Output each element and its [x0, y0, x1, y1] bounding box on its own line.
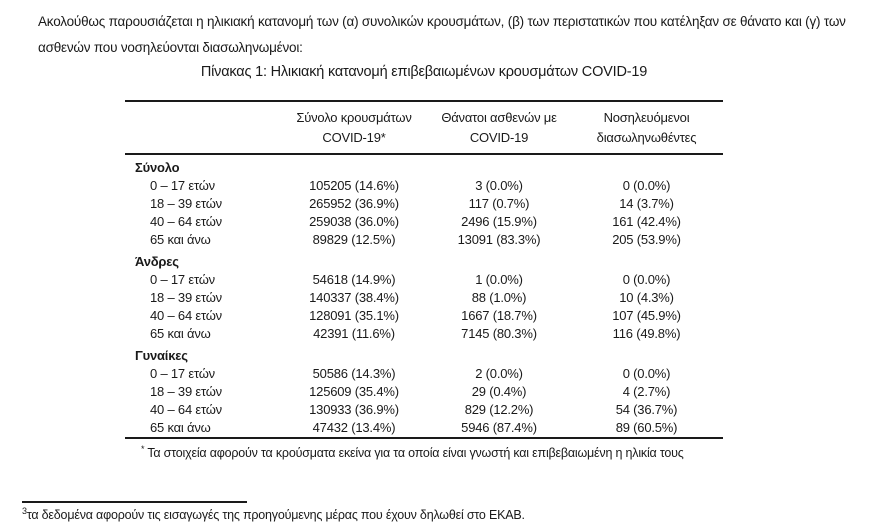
- header-total-cases-line2: COVID-19*: [322, 130, 386, 145]
- group-label: Σύνολο: [135, 160, 180, 175]
- table-row: 0 – 17 ετών 54618 (14.9%) 1 (0.0%) 0 (0.…: [125, 271, 723, 289]
- deaths-value: 829 (12.2%): [464, 402, 534, 417]
- table-title: Πίνακας 1: Ηλικιακή κατανομή επιβεβαιωμέ…: [200, 64, 648, 80]
- table-row: 65 και άνω 42391 (11.6%) 7145 (80.3%) 11…: [125, 325, 723, 343]
- age-label: 40 – 64 ετών: [150, 214, 222, 229]
- header-deaths: Θάνατοι ασθενών με COVID-19: [428, 101, 570, 155]
- intro-paragraph: Ακολούθως παρουσιάζεται η ηλικιακή καταν…: [38, 14, 846, 55]
- table-row: 40 – 64 ετών 128091 (35.1%) 1667 (18.7%)…: [125, 307, 723, 325]
- age-label: 18 – 39 ετών: [150, 290, 222, 305]
- age-label: 0 – 17 ετών: [150, 178, 215, 193]
- cases-value: 259038 (36.0%): [309, 214, 399, 229]
- deaths-value: 5946 (87.4%): [461, 420, 537, 435]
- deaths-value: 1 (0.0%): [475, 272, 523, 287]
- group-row-women: Γυναίκες: [125, 343, 723, 365]
- header-total-cases-line1: Σύνολο κρουσμάτων: [296, 110, 412, 125]
- covid-age-distribution-table: Σύνολο κρουσμάτων COVID-19* Θάνατοι ασθε…: [125, 100, 723, 439]
- deaths-value: 3 (0.0%): [475, 178, 523, 193]
- age-label: 18 – 39 ετών: [150, 384, 222, 399]
- intubated-value: 54 (36.7%): [615, 402, 678, 417]
- intubated-value: 0 (0.0%): [622, 178, 671, 193]
- table-row: 40 – 64 ετών 130933 (36.9%) 829 (12.2%) …: [125, 401, 723, 419]
- cases-value: 125609 (35.4%): [309, 384, 399, 399]
- intubated-value: 0 (0.0%): [622, 366, 671, 381]
- header-empty: [125, 101, 280, 155]
- age-label: 40 – 64 ετών: [150, 308, 222, 323]
- cases-value: 128091 (35.1%): [309, 308, 399, 323]
- deaths-value: 117 (0.7%): [468, 196, 530, 211]
- age-label: 0 – 17 ετών: [150, 272, 215, 287]
- footnote-separator: [22, 501, 247, 503]
- age-label: 65 και άνω: [150, 326, 211, 341]
- deaths-value: 2 (0.0%): [475, 366, 523, 381]
- cases-value: 265952 (36.9%): [309, 196, 399, 211]
- intubated-value: 4 (2.7%): [622, 384, 671, 399]
- cases-value: 54618 (14.9%): [312, 272, 396, 287]
- deaths-value: 7145 (80.3%): [461, 326, 537, 341]
- cases-value: 130933 (36.9%): [309, 402, 399, 417]
- cases-value: 42391 (11.6%): [313, 326, 395, 341]
- table-row: 0 – 17 ετών 50586 (14.3%) 2 (0.0%) 0 (0.…: [125, 365, 723, 383]
- header-intubated: Νοσηλευόμενοι διασωληνωθέντες: [570, 101, 723, 155]
- table-row: 65 και άνω 47432 (13.4%) 5946 (87.4%) 89…: [125, 419, 723, 438]
- table-row: 65 και άνω 89829 (12.5%) 13091 (83.3%) 2…: [125, 231, 723, 249]
- table-footnote: * Τα στοιχεία αφορούν τα κρούσματα εκείνα…: [125, 444, 723, 460]
- page-footnote: 3τα δεδομένα αφορούν τις εισαγωγές της π…: [22, 506, 525, 522]
- header-intubated-line2: διασωληνωθέντες: [596, 130, 697, 145]
- cases-value: 50586 (14.3%): [312, 366, 396, 381]
- group-label: Γυναίκες: [135, 348, 188, 363]
- header-total-cases: Σύνολο κρουσμάτων COVID-19*: [280, 101, 428, 155]
- table-row: 0 – 17 ετών 105205 (14.6%) 3 (0.0%) 0 (0…: [125, 177, 723, 195]
- age-label: 18 – 39 ετών: [150, 196, 222, 211]
- intubated-value: 89 (60.5%): [615, 420, 678, 435]
- group-row-men: Άνδρες: [125, 249, 723, 271]
- intubated-value: 161 (42.4%): [612, 214, 681, 229]
- deaths-value: 88 (1.0%): [471, 290, 527, 305]
- header-deaths-line1: Θάνατοι ασθενών με: [441, 110, 557, 125]
- page-footnote-marker: 3: [22, 506, 27, 516]
- intubated-value: 205 (53.9%): [612, 232, 681, 247]
- table-footnote-marker: *: [141, 444, 145, 454]
- intubated-value: 0 (0.0%): [622, 272, 671, 287]
- table-row: 40 – 64 ετών 259038 (36.0%) 2496 (15.9%)…: [125, 213, 723, 231]
- header-deaths-line2: COVID-19: [469, 130, 529, 145]
- table-row: 18 – 39 ετών 140337 (38.4%) 88 (1.0%) 10…: [125, 289, 723, 307]
- cases-value: 47432 (13.4%): [312, 420, 396, 435]
- page-footnote-block: 3τα δεδομένα αφορούν τις εισαγωγές της π…: [22, 501, 525, 522]
- intubated-value: 10 (4.3%): [619, 290, 674, 305]
- table-footnote-text: Τα στοιχεία αφορούν τα κρούσματα εκείνα …: [147, 446, 684, 461]
- deaths-value: 2496 (15.9%): [461, 214, 537, 229]
- page-footnote-text: τα δεδομένα αφορούν τις εισαγωγές της πρ…: [26, 508, 525, 523]
- cases-value: 140337 (38.4%): [309, 290, 399, 305]
- group-label: Άνδρες: [135, 254, 179, 269]
- intubated-value: 107 (45.9%): [612, 308, 681, 323]
- deaths-value: 13091 (83.3%): [457, 232, 541, 247]
- deaths-value: 1667 (18.7%): [461, 308, 537, 323]
- age-label: 65 και άνω: [150, 420, 211, 435]
- intubated-value: 14 (3.7%): [619, 196, 674, 211]
- age-label: 65 και άνω: [150, 232, 211, 247]
- age-label: 40 – 64 ετών: [150, 402, 222, 417]
- header-intubated-line1: Νοσηλευόμενοι: [603, 110, 690, 125]
- intubated-value: 116 (49.8%): [612, 326, 681, 341]
- group-row-total: Σύνολο: [125, 154, 723, 177]
- cases-value: 105205 (14.6%): [309, 178, 399, 193]
- deaths-value: 29 (0.4%): [471, 384, 527, 399]
- header-row: Σύνολο κρουσμάτων COVID-19* Θάνατοι ασθε…: [125, 101, 723, 155]
- age-label: 0 – 17 ετών: [150, 366, 215, 381]
- table-row: 18 – 39 ετών 125609 (35.4%) 29 (0.4%) 4 …: [125, 383, 723, 401]
- table-row: 18 – 39 ετών 265952 (36.9%) 117 (0.7%) 1…: [125, 195, 723, 213]
- table-container: Σύνολο κρουσμάτων COVID-19* Θάνατοι ασθε…: [125, 100, 723, 460]
- cases-value: 89829 (12.5%): [312, 232, 396, 247]
